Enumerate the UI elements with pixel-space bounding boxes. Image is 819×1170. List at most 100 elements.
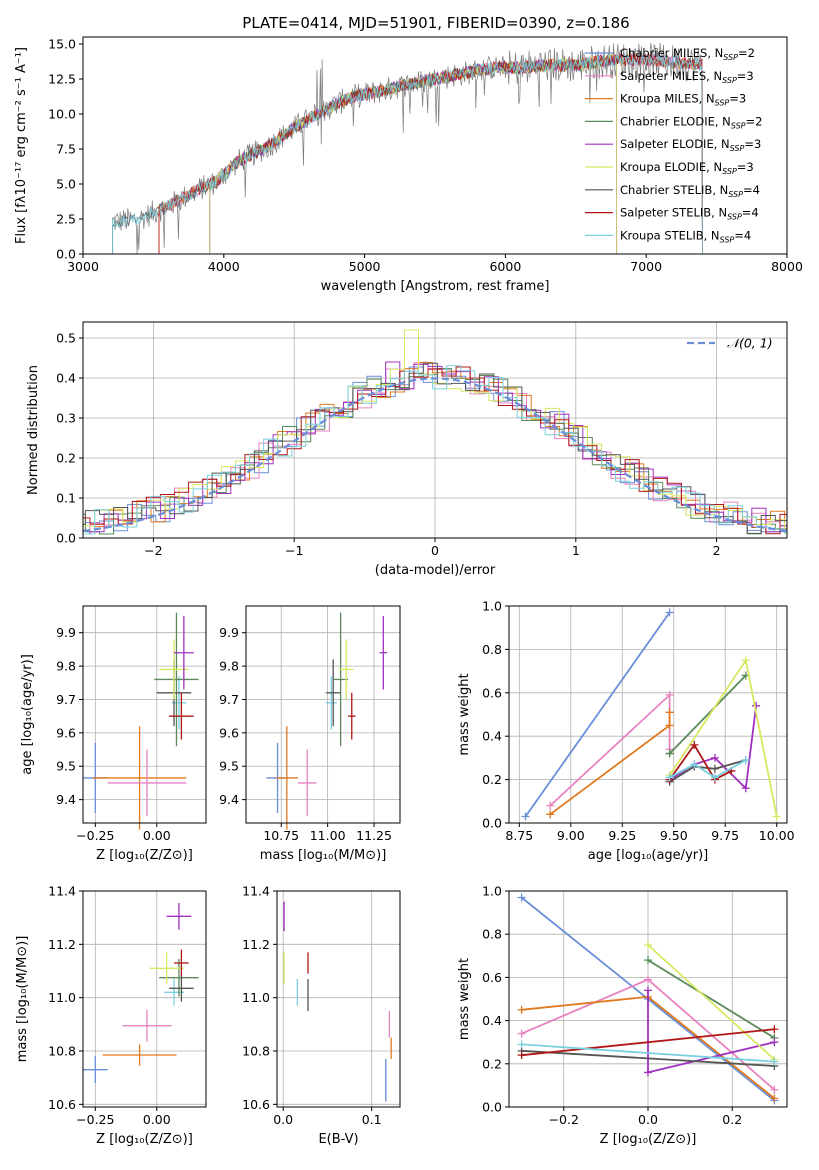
histogram-salpeter_stelib [83,366,787,535]
y-tick-label: 0.5 [56,331,76,346]
z_weights-marker-kroupa_miles [517,1005,526,1014]
age_weights-marker-chabrier_elodie [665,749,674,758]
axes-layer: 3000 4000 5000 6000 7000 80000.02.55.07.510.0… [14,36,803,1147]
y-tick-label: 9.4 [219,792,239,807]
legend-suffix: =4 [743,183,760,197]
x-tick-label: 9.50 [660,828,688,843]
age_weights-line-salpeter_miles [549,692,671,807]
legend-label: Kroupa STELIB, N [620,228,720,242]
spectrum-xlabel: wavelength [Angstrom, rest frame] [321,279,550,294]
y-tick-label: 5.0 [56,177,76,192]
z_weights-marker-salpeter_miles [644,975,652,984]
x-tick-label: 9.00 [557,828,585,843]
age_weights-marker-chabrier_miles [521,812,530,821]
y-tick-label: 0.6 [482,970,502,985]
x-tick-label: 0.2 [722,1112,742,1127]
age_weights-marker-salpeter_miles [665,690,674,699]
legend-label: Salpeter ELODIE, N [620,137,730,151]
x-tick-label: 0.00 [143,828,171,843]
y-tick-label: 11.0 [242,990,270,1005]
x-tick-label: −0.2 [549,1112,579,1127]
legend-subscript: SSP [723,53,738,62]
y-tick-label: 9.5 [219,759,239,774]
x-tick-label: 8000 [771,259,803,274]
z_weights-marker-chabrier_elodie [644,956,652,965]
x-tick-label: 0.0 [273,1112,293,1127]
y-tick-label: 0.2 [482,772,502,787]
z_vs_mass-ylabel: mass [log₁₀(M/M⊙)] [15,936,30,1063]
y-tick-label: 11.0 [48,990,76,1005]
legend-subscript: SSP [722,76,737,85]
spectrum-ylabel: Flux [fλ10⁻¹⁷ erg cm⁻² s⁻¹ A⁻¹] [14,47,29,244]
legend-entry-salpeter_stelib: Salpeter STELIB, NSSP=4 [620,206,759,222]
normal-curve [82,377,788,533]
ebv_vs_mass-xlabel: E(B-V) [318,1132,358,1147]
legend-entry-chabrier_elodie: Chabrier ELODIE, NSSP=2 [620,114,762,130]
residuals-xlabel: (data-model)/error [375,563,496,578]
x-tick-label: 0.0 [638,1112,658,1127]
z_weights-marker-chabrier_miles [517,893,526,902]
y-tick-label: 9.6 [219,725,239,740]
age_weights-marker-kroupa_miles [665,721,674,730]
legend-label: Kroupa MILES, N [620,92,715,106]
x-tick-label: 0 [431,543,439,558]
legend-subscript: SSP [727,213,742,222]
age_weights-marker-salpeter_stelib [690,740,699,749]
mass_vs_age-xlabel: mass [log₁₀(M/M⊙)] [260,848,387,863]
legend-subscript: SSP [715,99,730,108]
age_weights-marker-kroupa_stelib [741,756,750,765]
legend-label: Chabrier STELIB, N [620,183,728,197]
z_weights-marker-kroupa_stelib [517,1040,526,1049]
z_weights-marker-kroupa_stelib [770,1057,779,1066]
y-tick-label: 0.1 [56,491,76,506]
histogram-salpeter_elodie [83,361,787,535]
z_weights-marker-salpeter_elodie [644,1068,652,1077]
legend-label: Chabrier MILES, N [620,46,723,60]
x-tick-label: −0.25 [76,1112,114,1127]
age_weights-marker-salpeter_elodie [741,784,750,793]
z_vs_mass-xlabel: Z [log₁₀(Z/Z⊙)] [96,1132,193,1147]
y-tick-label: 0.4 [482,729,502,744]
y-tick-label: 0.8 [482,927,502,942]
legend-subscript: SSP [731,121,746,130]
x-tick-label: 10.00 [759,828,795,843]
legend-entry-chabrier_stelib: Chabrier STELIB, NSSP=4 [620,183,760,199]
mass_vs_age-frame [245,605,401,824]
histogram-kroupa_elodie [83,329,787,535]
data-layer [82,42,788,1105]
legend-label: Kroupa ELODIE, N [620,160,722,174]
y-tick-label: 11.4 [48,884,76,899]
y-tick-label: 9.8 [219,659,239,674]
z_vs_mass-frame [82,890,207,1108]
y-tick-label: 9.6 [56,725,76,740]
legend-suffix: =3 [737,160,754,174]
z_weights-marker-salpeter_elodie [770,1038,779,1047]
z_weights-xlabel: Z [log₁₀(Z/Z⊙)] [600,1132,697,1147]
z_weights-marker-kroupa_miles [770,1094,779,1103]
x-tick-label: 9.75 [711,828,739,843]
age_weights-marker-kroupa_elodie [741,656,750,665]
age_weights-xlabel: age [log₁₀(age/yr)] [588,848,709,863]
x-tick-label: 11.00 [310,828,346,843]
legend-suffix: =3 [744,137,761,151]
x-tick-label: 0.1 [362,1112,382,1127]
x-tick-label: 4000 [208,259,240,274]
z_weights-line-kroupa_elodie [647,944,776,1061]
y-tick-label: 10.6 [48,1097,76,1112]
y-tick-label: 10.8 [48,1044,76,1059]
y-tick-label: 11.4 [242,884,270,899]
z_weights-line-chabrier_stelib [521,1049,775,1067]
legend-entry-kroupa_stelib: Kroupa STELIB, NSSP=4 [620,228,751,244]
age_weights-marker-kroupa_stelib [710,773,719,782]
y-tick-label: 0.0 [56,531,76,546]
legend-subscript: SSP [730,144,745,153]
y-tick-label: 1.0 [482,884,502,899]
residuals-ylabel: Normed distribution [26,365,41,495]
legend-subscript: SSP [720,235,735,244]
y-tick-label: 11.2 [48,937,76,952]
y-tick-label: 9.5 [56,759,76,774]
y-tick-label: 0.2 [482,1056,502,1071]
z_weights-marker-kroupa_elodie [644,941,652,949]
x-tick-label: 11.25 [356,828,392,843]
